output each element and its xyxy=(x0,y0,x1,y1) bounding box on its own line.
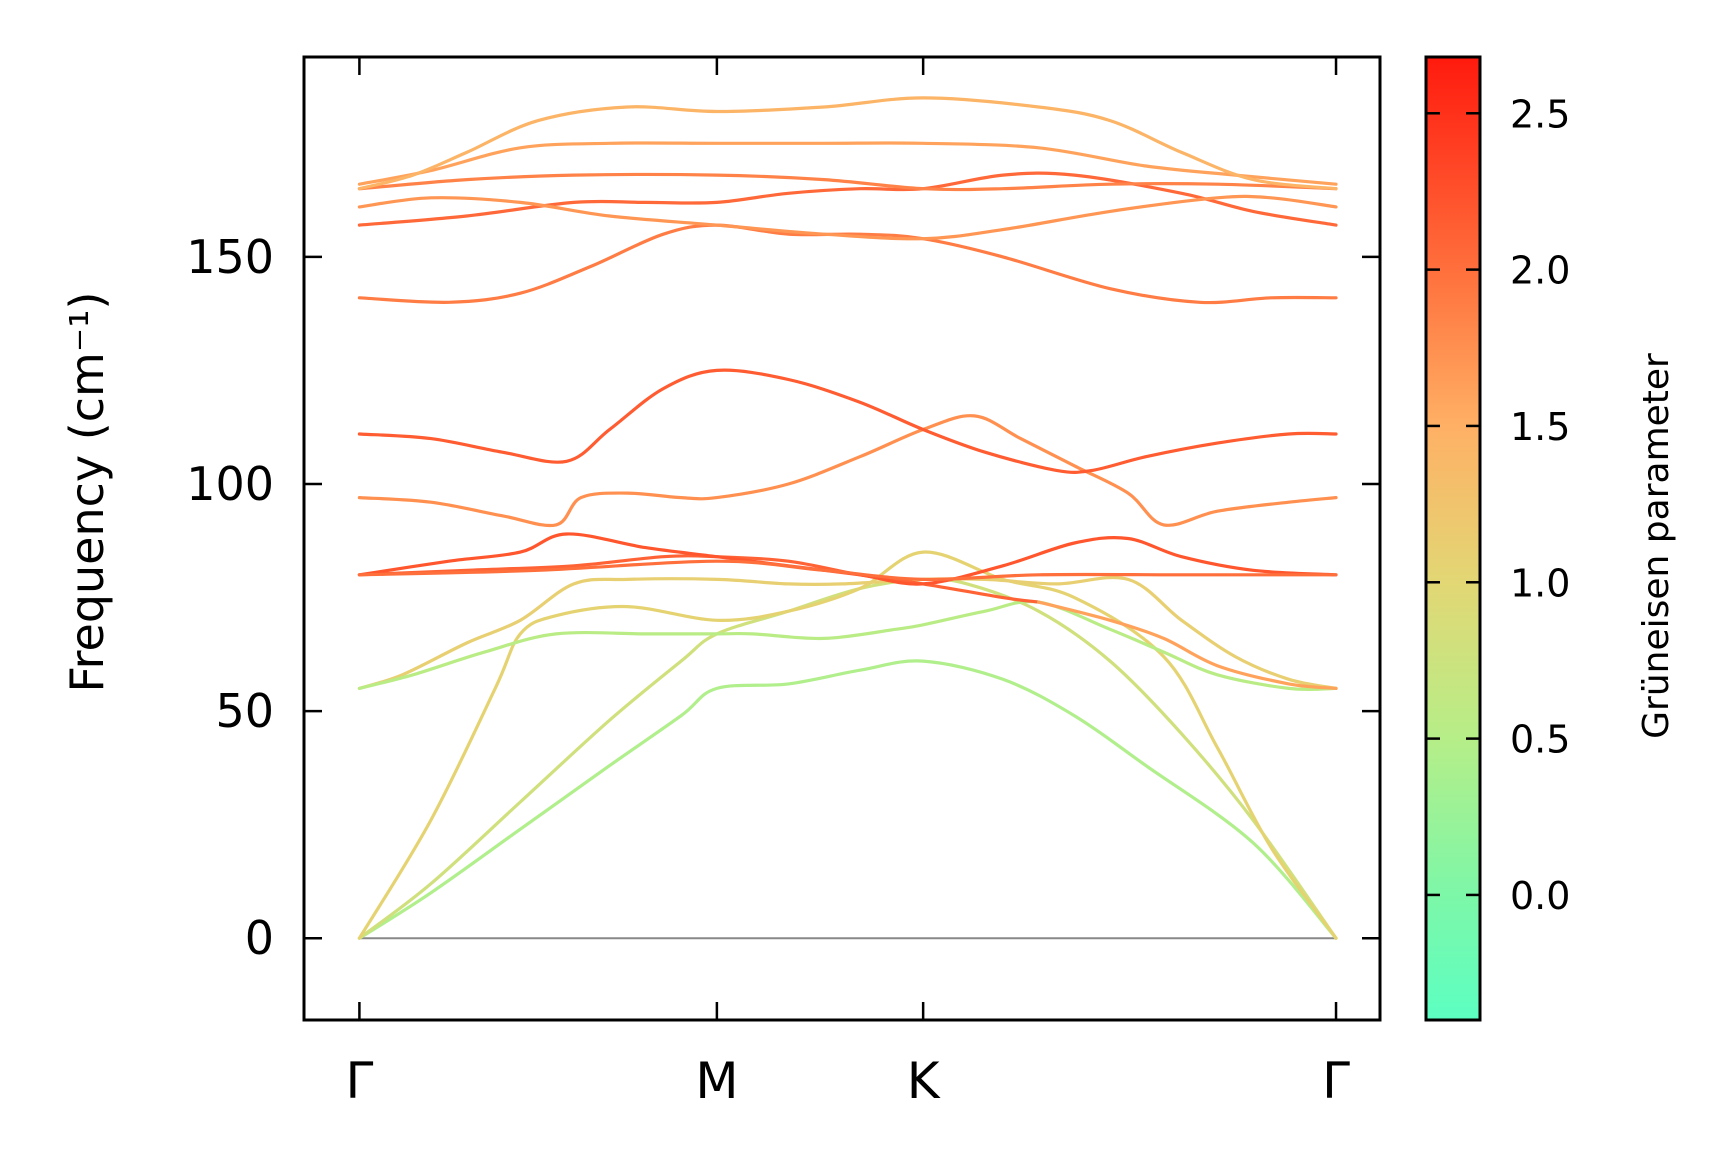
plot-area: 0 50 100 150 Γ M K Γ xyxy=(186,55,1382,1110)
colorbar-tick-label: 0.0 xyxy=(1510,874,1570,918)
phonon-branch-15 xyxy=(357,172,1338,192)
colorbar: 0.0 0.5 1.0 1.5 2.0 2.5 xyxy=(1424,55,1570,1022)
colorbar-gradient xyxy=(1424,55,1482,1022)
y-tick-label: 100 xyxy=(186,457,274,511)
phonon-branch-14 xyxy=(357,194,1338,241)
phonon-branch-17 xyxy=(357,96,1338,191)
y-tick-label: 50 xyxy=(215,684,274,738)
phonon-branch-10 xyxy=(357,414,1338,528)
phonon-branch-4 xyxy=(357,575,1338,690)
x-tick-label: M xyxy=(695,1052,738,1110)
x-tick-label: Γ xyxy=(345,1052,373,1110)
y-tick-label: 150 xyxy=(186,230,274,284)
phonon-branch-2 xyxy=(357,577,1338,940)
y-axis-label: Frequency (cm⁻¹) xyxy=(60,292,114,693)
x-tick-label: K xyxy=(907,1052,941,1110)
colorbar-label: Grüneisen parameter xyxy=(1636,353,1677,739)
phonon-branch-11 xyxy=(357,368,1338,474)
colorbar-tick-label: 1.0 xyxy=(1510,561,1570,605)
colorbar-tick-label: 1.5 xyxy=(1510,405,1570,449)
colorbar-tick-label: 2.5 xyxy=(1510,92,1570,136)
phonon-branch-8 xyxy=(357,532,1338,586)
phonon-branch-5 xyxy=(357,599,1338,692)
phonon-branch-1 xyxy=(357,659,1338,940)
colorbar-tick-label: 2.0 xyxy=(1510,249,1570,293)
colorbar-tick-label: 0.5 xyxy=(1510,718,1570,762)
phonon-branch-13 xyxy=(357,171,1338,227)
y-tick-label: 0 xyxy=(245,911,274,965)
phonon-branch-9 xyxy=(357,559,1338,582)
phonon-branch-3 xyxy=(357,550,1338,940)
plot-frame xyxy=(302,55,1382,1022)
x-tick-label: Γ xyxy=(1322,1052,1350,1110)
phonon-branch-7 xyxy=(1037,600,1338,690)
phonon-branch-16 xyxy=(357,141,1338,186)
